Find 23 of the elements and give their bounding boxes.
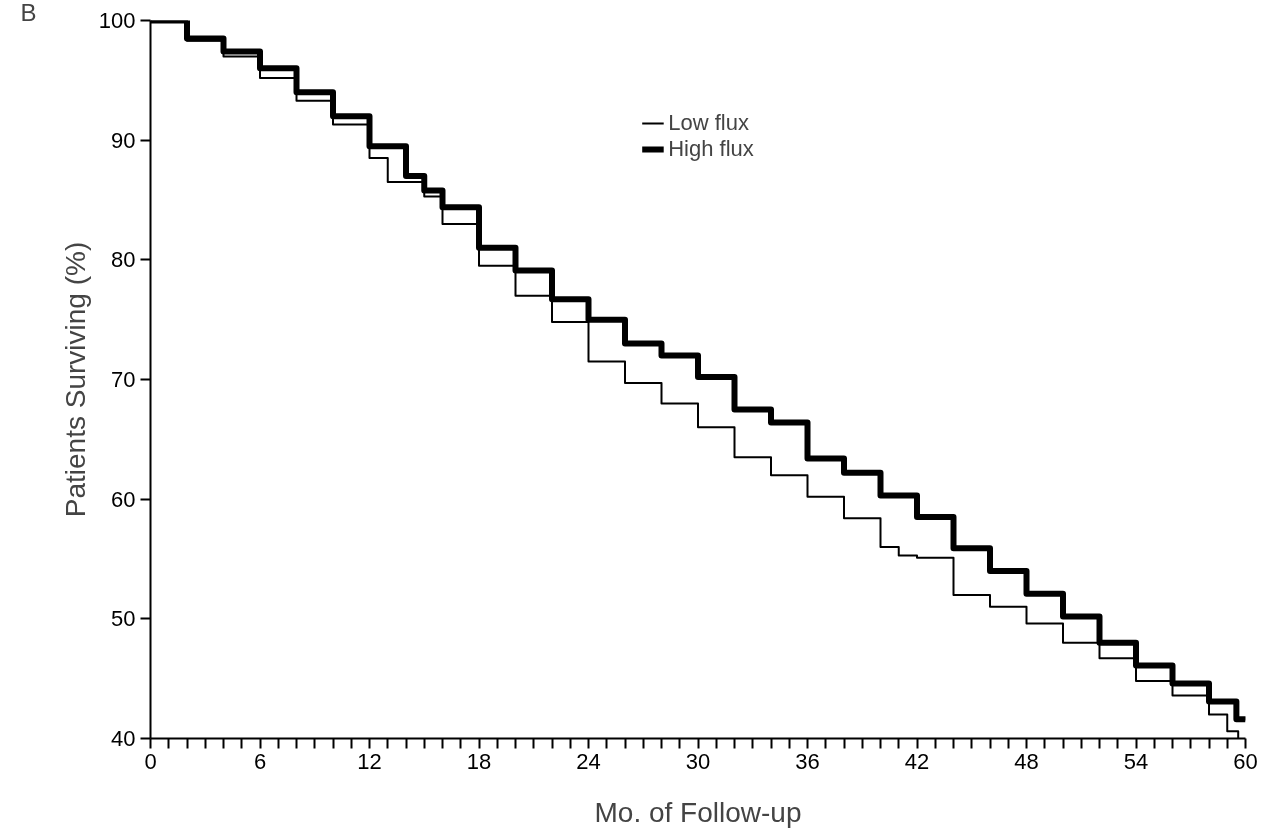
legend-label: High flux (668, 136, 754, 162)
x-tick-label: 36 (795, 748, 820, 774)
x-tick-label: 6 (253, 748, 267, 774)
y-tick-label: 80 (111, 247, 136, 273)
x-tick-label: 54 (1123, 748, 1149, 774)
y-tick-label: 60 (111, 486, 136, 512)
y-tick-label: 100 (98, 8, 136, 33)
x-tick-label: 42 (904, 748, 930, 774)
x-tick-label: 12 (357, 748, 382, 774)
x-axis-title: Mo. of Follow-up (594, 796, 802, 828)
x-tick-label: 18 (466, 748, 492, 774)
text: B (20, 0, 37, 26)
y-tick-label: 70 (111, 367, 136, 392)
legend-label: Low flux (668, 110, 749, 136)
y-tick-label: 90 (111, 127, 136, 153)
x-tick-label: 30 (685, 748, 711, 774)
y-axis-title: Patients Surviving (%) (59, 241, 91, 518)
x-tick-label: 24 (576, 748, 601, 774)
y-tick-label: 50 (111, 606, 136, 632)
y-tick-label: 40 (111, 726, 136, 751)
x-tick-label: 48 (1014, 748, 1039, 774)
x-tick-label: 60 (1233, 748, 1258, 774)
x-tick-label: 0 (144, 748, 157, 774)
